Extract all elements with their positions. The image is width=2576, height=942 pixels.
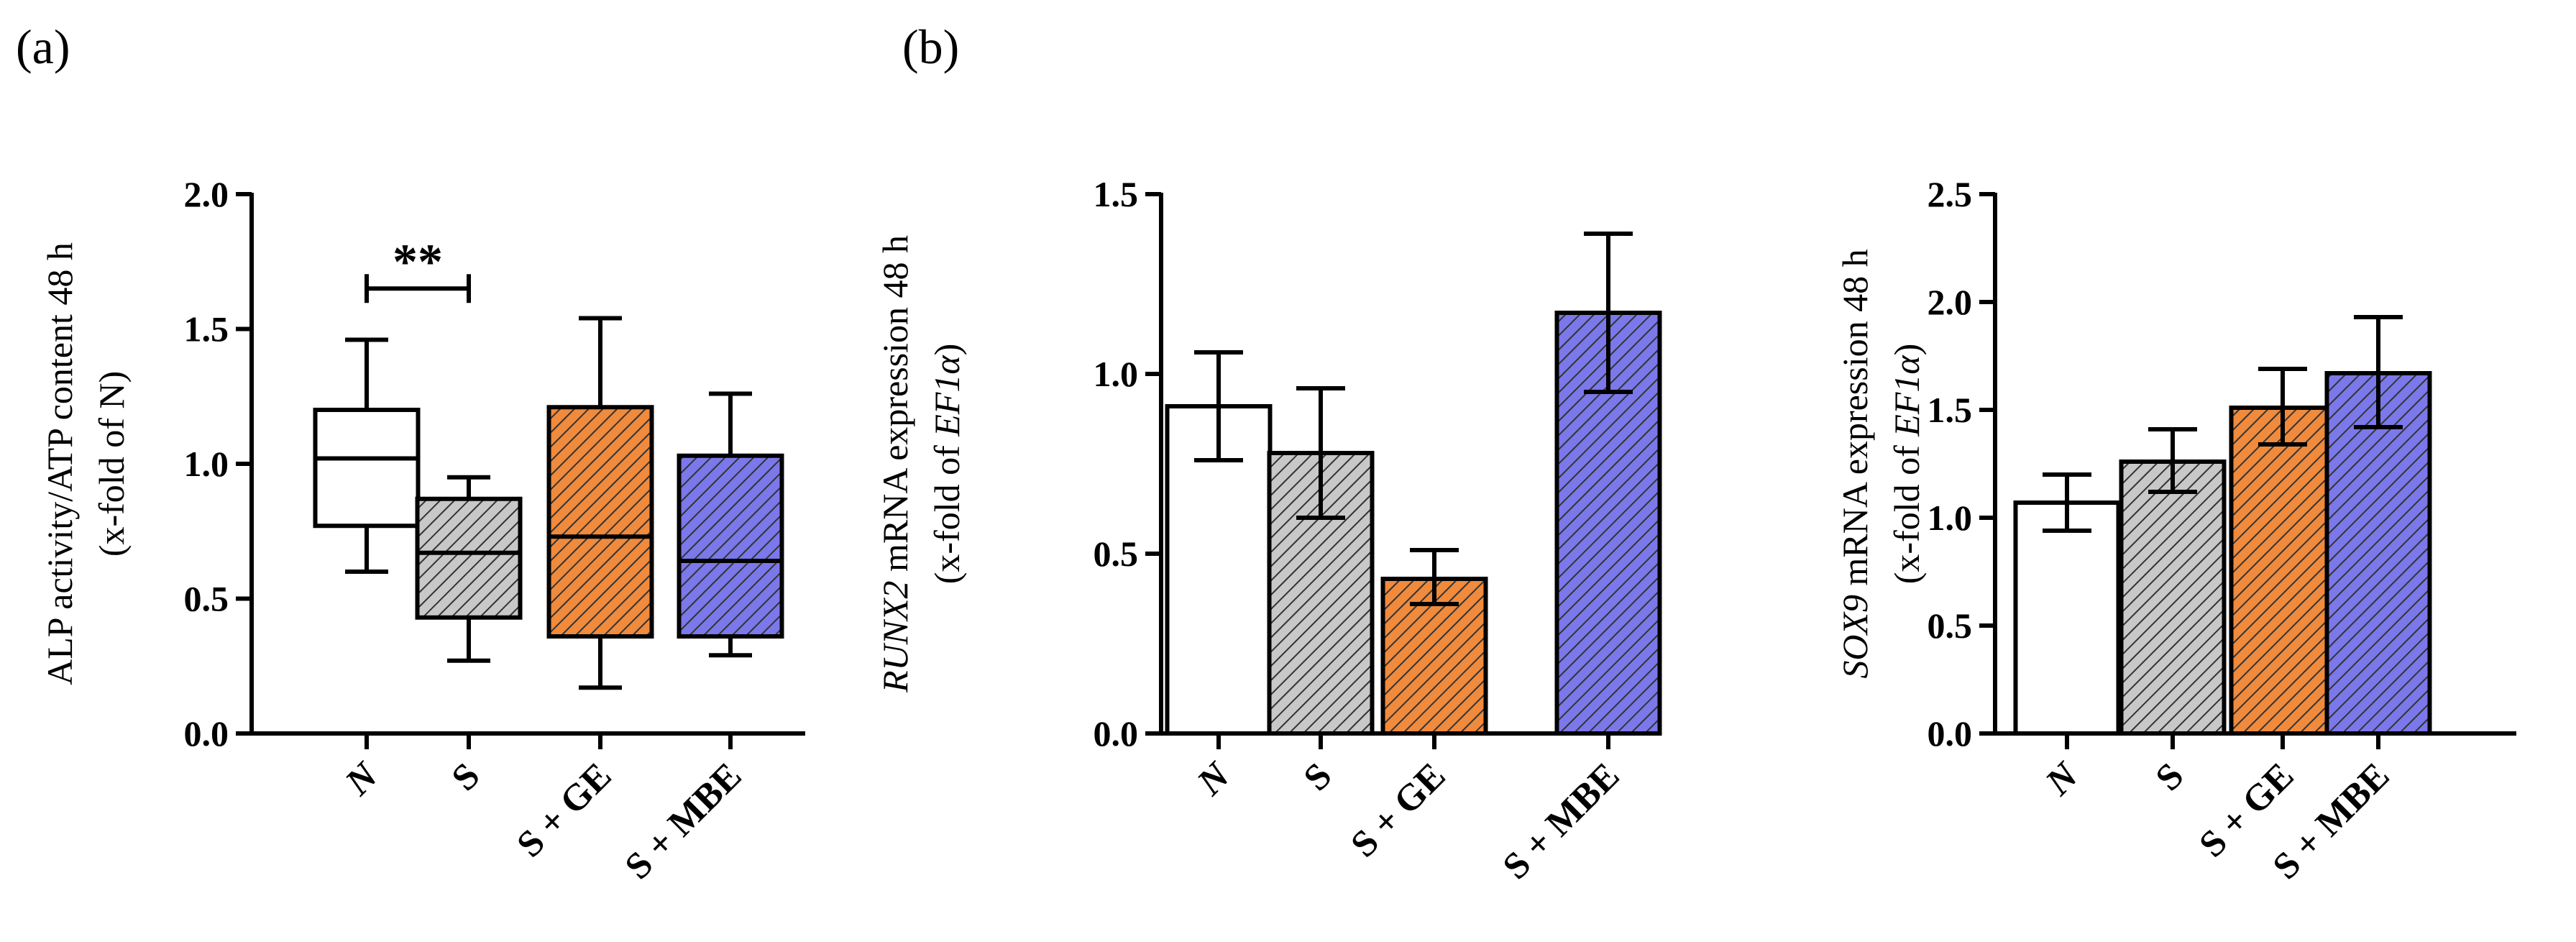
panel-label-b: (b) [902,19,959,74]
chart-runx2: 0.0 0.5 1.0 1.5 N S S + GE S + MBE RUNX2 mRNA ex… [875,174,1662,887]
y-tick-label: 2.5 [1928,174,1973,214]
bar-4 [2324,371,2432,736]
y-axis-subtitle-post: ) [927,344,967,356]
y-tick-label: 0.5 [1094,534,1139,574]
box-2 [415,496,523,620]
y-tick-label: 0.0 [184,713,229,754]
box-3 [546,405,654,639]
y-axis-subtitle-pre: (x-fold of [927,436,967,585]
y-tick-label: 1.0 [184,444,229,484]
category-label-1: N [2038,754,2087,803]
y-axis-title-gene: RUNX2 [875,581,915,694]
y-tick-label: 0.5 [184,579,229,619]
y-axis-subtitle-gene: EF1α [927,355,967,437]
y-axis-subtitle: (x-fold of N) [91,371,132,557]
category-label-1: N [337,754,387,803]
box-1 [313,408,421,529]
category-label-3: S + GE [509,755,619,865]
y-tick-label: 1.0 [1094,354,1139,394]
category-label-1: N [1189,754,1239,803]
category-label-4: S + MBE [618,755,750,887]
y-tick-label: 0.0 [1928,713,1973,754]
y-axis-title: SOX9 mRNA expression 48 h [1835,249,1875,678]
y-axis-title: RUNX2 mRNA expression 48 h [875,235,915,693]
category-label-2: S [2148,755,2192,799]
y-axis-subtitle: (x-fold of EF1α) [1887,344,1927,585]
y-tick-label: 1.5 [1094,174,1139,214]
y-tick-label: 2.0 [184,174,229,214]
bar-1 [2013,500,2121,736]
box-4 [677,453,784,639]
bar-3 [2229,406,2337,736]
y-tick-label: 2.0 [1928,282,1973,322]
y-axis-title: ALP activity/ATP content 48 h [40,242,80,685]
panel-label-a: (a) [16,19,70,74]
y-tick-label: 1.5 [184,309,229,349]
category-label-3: S + GE [1343,755,1453,865]
y-axis-subtitle-post: ) [1887,344,1927,356]
y-axis-subtitle-pre: (x-fold of [1887,436,1927,585]
significance-label: ** [393,234,443,290]
y-tick-label: 0.0 [1094,713,1139,754]
category-label-2: S [1296,755,1340,799]
y-axis-subtitle-gene: EF1α [1887,355,1927,437]
chart-alp-atp: 0.0 0.5 1.0 1.5 2.0 N S S + GES + MBE ALP activi… [40,174,805,887]
y-tick-label: 1.0 [1928,498,1973,538]
y-axis-title-gene: SOX9 [1835,595,1875,679]
y-axis-title-rest: mRNA expression 48 h [875,235,915,581]
category-label-4: S + MBE [1495,755,1628,887]
y-tick-label: 1.5 [1928,390,1973,430]
y-axis-title-rest: mRNA expression 48 h [1835,249,1875,595]
bar-2 [2119,459,2227,736]
y-tick-label: 0.5 [1928,605,1973,646]
category-label-2: S [444,755,488,799]
y-axis-subtitle: (x-fold of EF1α) [927,344,967,585]
